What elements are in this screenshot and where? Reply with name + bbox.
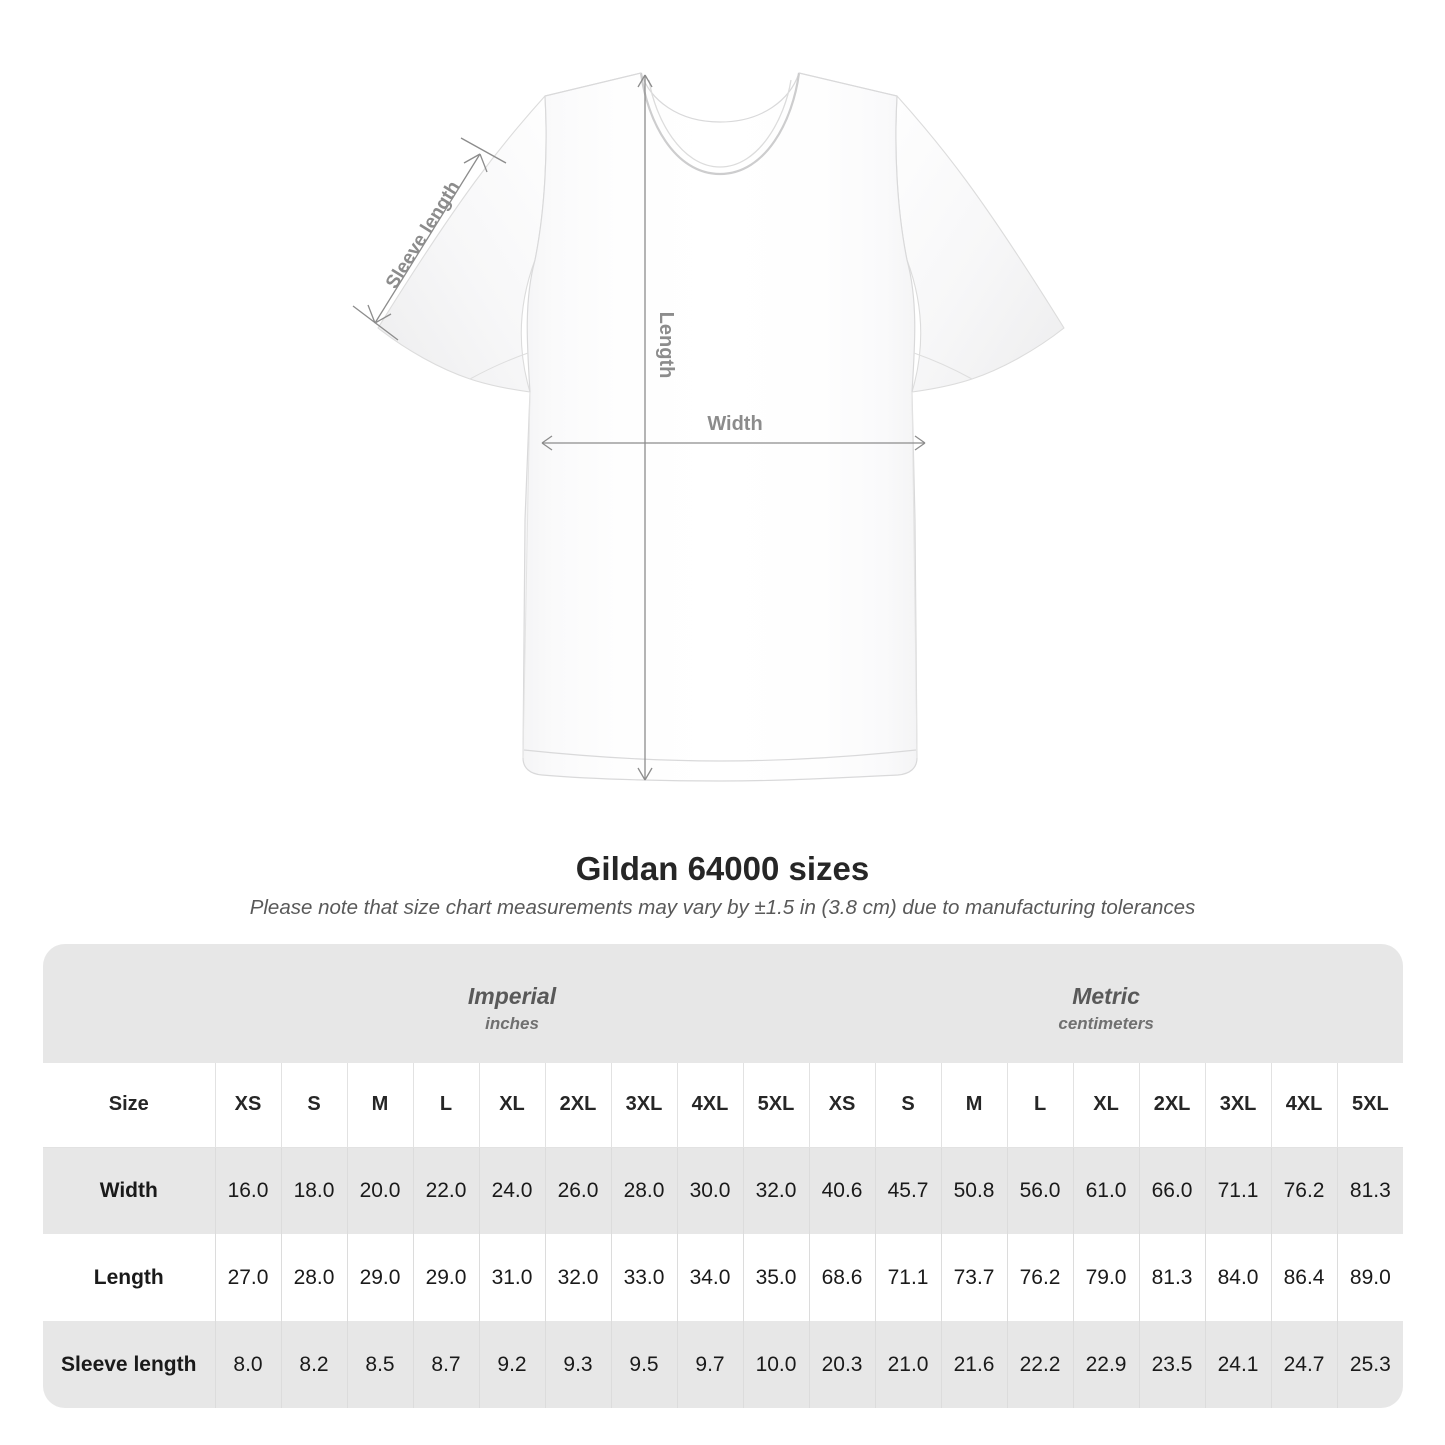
svg-text:Sleeve length: Sleeve length bbox=[382, 178, 465, 293]
svg-text:Length: Length bbox=[655, 312, 677, 379]
svg-text:Width: Width bbox=[707, 413, 762, 435]
